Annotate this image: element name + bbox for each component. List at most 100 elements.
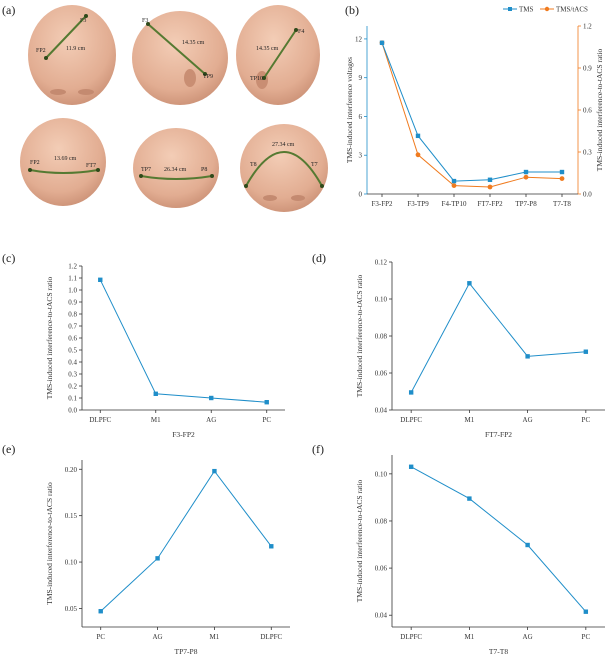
y-tick-label: 0.05 <box>65 605 78 613</box>
y-tick-label: 0.15 <box>65 512 78 520</box>
measure-line <box>45 15 87 59</box>
x-tick-label: M1 <box>210 633 220 641</box>
y-tick-label: 1.2 <box>68 263 77 271</box>
electrode-label: TP9 <box>203 74 213 80</box>
right-y-tick-label: 0.3 <box>583 149 592 157</box>
right-y-axis-label: TMS-induced interference-to-tACS ratio <box>595 49 604 172</box>
x-tick-label: DLPFC <box>400 633 422 641</box>
series-line-tms <box>381 42 562 182</box>
chart-e: 0.05 0.10 0.15 0.20 PC AG M1 DLPFC TP7-P8 TMS-ind… <box>45 460 290 656</box>
y-tick-label: 0.10 <box>375 296 388 304</box>
y-tick-label: 0.08 <box>375 517 388 525</box>
panel-label-e: (e) <box>2 442 15 456</box>
electrode-dot <box>210 174 214 178</box>
y-tick-label: 0.20 <box>65 466 78 474</box>
y-tick-label: 1.1 <box>68 275 77 283</box>
head-model-fp2-ft7: FP2 FT7 13.69 cm <box>20 118 106 206</box>
x-tick-label: AG <box>523 633 533 641</box>
data-point-tms-tacs <box>451 183 457 189</box>
distance-label: 26.34 cm <box>164 167 187 173</box>
electrode-label: T8 <box>250 162 257 168</box>
x-tick-label: TP7-P8 <box>515 200 537 208</box>
panel-label-a: (a) <box>2 3 15 17</box>
head-shape <box>28 5 116 105</box>
y-tick-label: 0.10 <box>65 559 78 567</box>
head-model-tp7-p8: TP7 P8 26.34 cm <box>133 128 219 208</box>
data-point-tms-tacs <box>487 184 493 190</box>
x-tick-label: DLPFC <box>260 633 282 641</box>
legend-marker-tms-tacs <box>544 6 550 12</box>
series-line-tms-tacs <box>381 42 563 188</box>
left-y-axis-label: TMS-induced interference voltages <box>345 57 354 163</box>
left-y-tick-label: 6 <box>359 113 363 121</box>
data-point <box>583 349 589 354</box>
head-shape <box>236 5 320 105</box>
y-tick-label: 0.06 <box>375 370 388 378</box>
y-tick-label: 0.7 <box>68 323 77 331</box>
x-tick-label: T7-T8 <box>553 200 571 208</box>
distance-label: 27.34 cm <box>272 142 295 148</box>
electrode-label: F4 <box>298 29 304 35</box>
x-tick-label: M1 <box>151 416 161 424</box>
head-shape <box>20 118 106 206</box>
y-axis-label: TMS-induced interference-to-tACS ratio <box>355 480 364 603</box>
distance-label: 11.9 cm <box>66 46 85 52</box>
x-tick-label: M1 <box>465 416 475 424</box>
data-point <box>525 354 530 359</box>
data-point <box>467 281 472 286</box>
electrode-label: FP2 <box>30 160 40 166</box>
y-tick-label: 1.0 <box>68 287 77 295</box>
y-tick-label: 0.4 <box>68 359 77 367</box>
right-y-tick-label: 1.2 <box>583 23 592 31</box>
head-shape <box>133 128 219 208</box>
x-tick-label: AG <box>523 416 533 424</box>
x-axis-label: TP7-P8 <box>175 647 198 656</box>
x-tick-label: F4-TP10 <box>442 200 467 208</box>
data-point-tms <box>415 133 421 139</box>
electrode-dot <box>84 14 88 18</box>
electrode-dot <box>203 72 207 76</box>
chart-b: 0 3 6 9 12 0.0 0.3 0.6 0.9 1.2 F3-FP2 F3-TP9 F4-TP10… <box>345 6 604 209</box>
x-tick-label: F3-FP2 <box>371 200 393 208</box>
y-tick-label: 0.9 <box>68 299 77 307</box>
head-eye <box>291 195 305 201</box>
measure-line <box>29 169 99 174</box>
data-point-tms-tacs <box>559 176 565 182</box>
x-tick-label: PC <box>582 416 591 424</box>
distance-label: 13.69 cm <box>54 156 77 162</box>
data-point <box>583 609 589 614</box>
y-tick-label: 0.5 <box>68 347 77 355</box>
electrode-dot <box>320 184 324 188</box>
series-line <box>99 279 267 403</box>
x-tick-label: PC <box>582 633 591 641</box>
data-point <box>98 277 103 282</box>
data-point <box>264 400 269 405</box>
electrode-dot <box>146 22 150 26</box>
y-tick-label: 0.8 <box>68 311 77 319</box>
data-point <box>209 395 214 401</box>
data-point-tms <box>379 40 385 45</box>
right-y-tick-label: 0.6 <box>583 107 592 115</box>
measure-line <box>263 29 297 79</box>
data-point <box>525 542 530 548</box>
panel-label-d: (d) <box>312 251 326 265</box>
electrode-label: F3 <box>142 18 148 24</box>
y-tick-label: 0.1 <box>68 395 77 403</box>
electrode-label: F3 <box>80 18 86 24</box>
head-model-f3-fp2: F3 FP2 11.9 cm <box>28 5 116 105</box>
electrode-dot <box>244 184 248 188</box>
electrode-dot <box>44 56 48 60</box>
electrode-label: P8 <box>201 167 207 173</box>
left-y-tick-label: 3 <box>359 152 363 160</box>
electrode-label: TP7 <box>141 167 151 173</box>
head-eye <box>263 195 277 201</box>
data-point <box>155 556 160 561</box>
y-axis-label: TMS-induced interference-to-tACS ratio <box>45 482 54 605</box>
y-tick-label: 0.10 <box>375 470 388 478</box>
electrode-dot <box>96 168 100 172</box>
legend-marker-tms <box>508 7 512 11</box>
y-tick-label: 0.0 <box>68 407 77 415</box>
measure-line <box>147 23 206 75</box>
data-point <box>212 468 217 474</box>
y-axis-label: TMS-induced interference-to-tACS ratio <box>355 275 364 398</box>
